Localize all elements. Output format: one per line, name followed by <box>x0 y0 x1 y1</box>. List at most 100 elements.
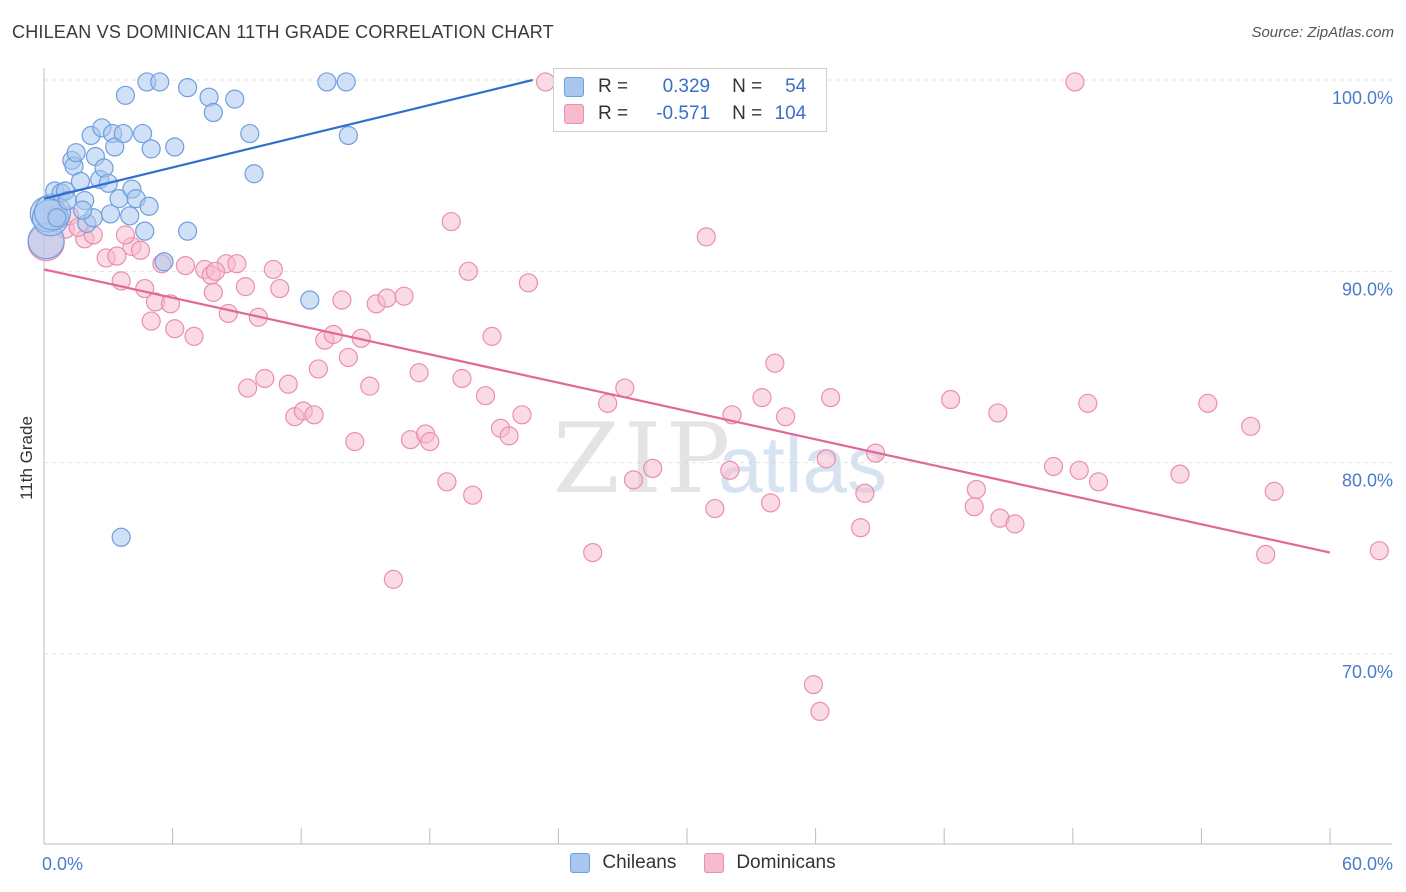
trend-lines <box>43 78 1331 554</box>
dominicans-points <box>27 72 1389 722</box>
dominican-point <box>966 479 986 500</box>
r-value: 0.329 <box>662 76 711 97</box>
dominican-point <box>115 225 136 245</box>
chilean-point <box>150 72 170 92</box>
y-tick-label-90: 90.0% <box>1342 279 1393 299</box>
dominican-point <box>130 240 151 260</box>
dominican-point <box>855 483 875 503</box>
chilean-point <box>66 143 86 163</box>
dominican-point <box>816 449 836 469</box>
series-legend: Chileans Dominicans <box>0 852 1406 874</box>
dominican-point <box>499 426 519 446</box>
dominican-point <box>394 286 414 306</box>
dominican-point <box>964 497 984 517</box>
dominican-point <box>332 290 352 310</box>
n-label: N = <box>732 103 763 124</box>
grid-lines <box>44 79 1392 655</box>
dominican-point <box>304 405 324 425</box>
dominican-point <box>512 405 532 425</box>
chileans-swatch <box>564 77 584 97</box>
dominican-point <box>598 393 618 413</box>
legend-item-dominicans[interactable]: Dominicans <box>704 852 836 874</box>
dominican-point <box>463 485 483 505</box>
chilean-point <box>139 196 159 216</box>
dominican-point <box>988 403 1008 423</box>
y-tick-label-70: 70.0% <box>1342 662 1393 682</box>
chilean-point <box>225 89 245 109</box>
dominican-point <box>184 326 204 346</box>
dominican-point <box>270 278 290 299</box>
dominican-point <box>263 259 283 280</box>
dominican-point <box>1069 460 1089 480</box>
watermark-zip: ZIP <box>553 403 734 515</box>
legend-label-chileans: Chileans <box>602 852 677 873</box>
dominican-point <box>458 261 478 281</box>
n-value: 104 <box>774 103 807 124</box>
chilean-point <box>244 164 264 184</box>
dominicans-swatch <box>704 853 725 873</box>
dominicans-trend-line <box>43 268 1331 554</box>
y-tick-labels: 70.0% 80.0% 90.0% 100.0% <box>1332 88 1393 682</box>
dominican-point <box>383 569 403 589</box>
chileans-trend-line <box>43 78 533 200</box>
dominican-point <box>308 359 328 379</box>
chilean-point <box>338 125 358 146</box>
n-label: N = <box>732 76 763 97</box>
y-axis-title: 11th Grade <box>17 416 36 500</box>
chilean-point <box>47 208 67 228</box>
dominican-point <box>437 472 457 492</box>
dominican-point <box>583 542 603 563</box>
chilean-point <box>165 137 185 157</box>
dominican-point <box>851 518 871 538</box>
dominican-point <box>1241 416 1261 436</box>
dominican-point <box>345 432 365 452</box>
dominican-point <box>1369 541 1389 561</box>
legend-row-dominicans: R = -0.571 N = 104 <box>564 102 806 126</box>
dominican-point <box>218 303 238 324</box>
r-value: -0.571 <box>656 103 711 124</box>
x-tick-label-end: 60.0% <box>1342 854 1393 874</box>
chilean-point <box>132 123 153 144</box>
dominican-point <box>377 288 397 308</box>
dominican-point <box>175 255 196 276</box>
chilean-point <box>105 137 125 157</box>
dominican-point <box>810 701 830 722</box>
dominican-point <box>482 326 502 346</box>
dominican-point <box>452 368 472 389</box>
dominican-point <box>107 246 127 266</box>
dominican-point <box>165 319 185 339</box>
chilean-point <box>178 78 198 98</box>
dominican-point <box>1170 464 1190 484</box>
dominican-point <box>409 363 429 383</box>
dominican-point <box>760 493 781 513</box>
dominican-point <box>141 311 161 331</box>
chilean-point <box>120 206 140 226</box>
dominican-point <box>821 388 841 408</box>
r-label: R = <box>598 103 629 124</box>
dominican-point <box>643 458 663 479</box>
dominican-point <box>518 273 538 293</box>
dominican-point <box>1005 514 1025 534</box>
dominican-point <box>765 353 785 373</box>
chilean-point <box>203 102 223 123</box>
chilean-point <box>135 221 155 241</box>
chilean-point <box>300 290 320 310</box>
chilean-point <box>111 527 131 547</box>
dominican-point <box>1088 472 1109 492</box>
dominican-point <box>720 460 740 480</box>
dominican-point <box>803 675 824 695</box>
legend-item-chileans[interactable]: Chileans <box>570 852 676 874</box>
dominican-point <box>1078 393 1098 413</box>
dominican-point <box>278 374 298 394</box>
dominican-point <box>203 282 223 302</box>
stats-legend: R = 0.329 N = 54 R = -0.571 N = 104 <box>553 68 827 132</box>
dominican-point <box>696 227 716 247</box>
chilean-point <box>154 252 174 272</box>
legend-row-chileans: R = 0.329 N = 54 <box>564 75 806 99</box>
dominican-point <box>475 386 496 406</box>
chilean-point <box>72 200 93 220</box>
dominican-point <box>752 388 772 408</box>
dominican-point <box>941 389 961 410</box>
chilean-point <box>240 123 260 144</box>
